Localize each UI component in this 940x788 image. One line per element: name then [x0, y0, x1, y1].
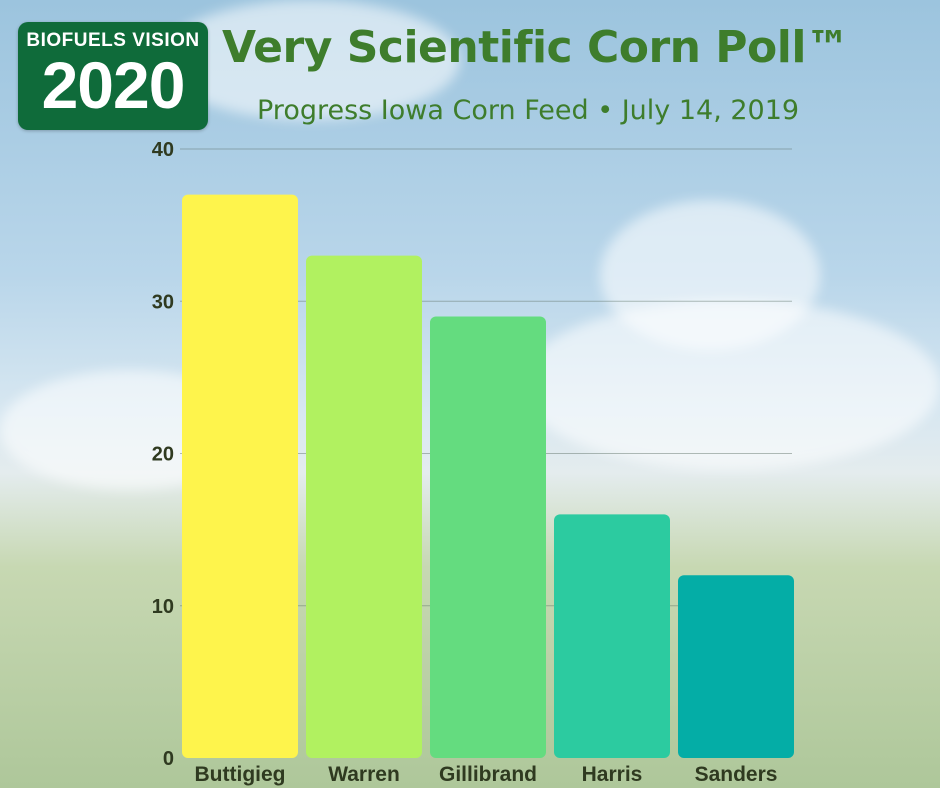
y-tick-label: 20 [152, 444, 174, 466]
logo-top-text: BIOFUELS VISION [26, 30, 200, 51]
bar-buttigieg [182, 194, 298, 759]
bar-warren [306, 255, 422, 758]
x-tick-label-harris: Harris [582, 763, 643, 786]
bar-sanders [678, 575, 794, 758]
y-tick-label: 40 [152, 139, 174, 161]
y-tick-label: 0 [163, 748, 174, 770]
bar-harris [554, 514, 670, 758]
logo-year-text: 2020 [41, 48, 186, 122]
biofuels-vision-logo: BIOFUELS VISION 2020 [18, 22, 208, 130]
page-title: Very Scientific Corn Poll™ [222, 22, 850, 73]
x-tick-label-sanders: Sanders [695, 763, 778, 786]
page-subtitle: Progress Iowa Corn Feed • July 14, 2019 [257, 95, 800, 126]
x-tick-label-gillibrand: Gillibrand [439, 763, 537, 786]
y-tick-label: 30 [152, 291, 174, 313]
bar-gillibrand [430, 316, 546, 758]
x-tick-label-warren: Warren [328, 763, 400, 786]
x-tick-label-buttigieg: Buttigieg [195, 763, 286, 786]
bars [182, 194, 794, 759]
y-axis-ticks: 0 10 20 30 40 [152, 139, 174, 770]
x-axis-ticks: Buttigieg Warren Gillibrand Harris Sanders [195, 763, 778, 786]
y-tick-label: 10 [152, 596, 174, 618]
